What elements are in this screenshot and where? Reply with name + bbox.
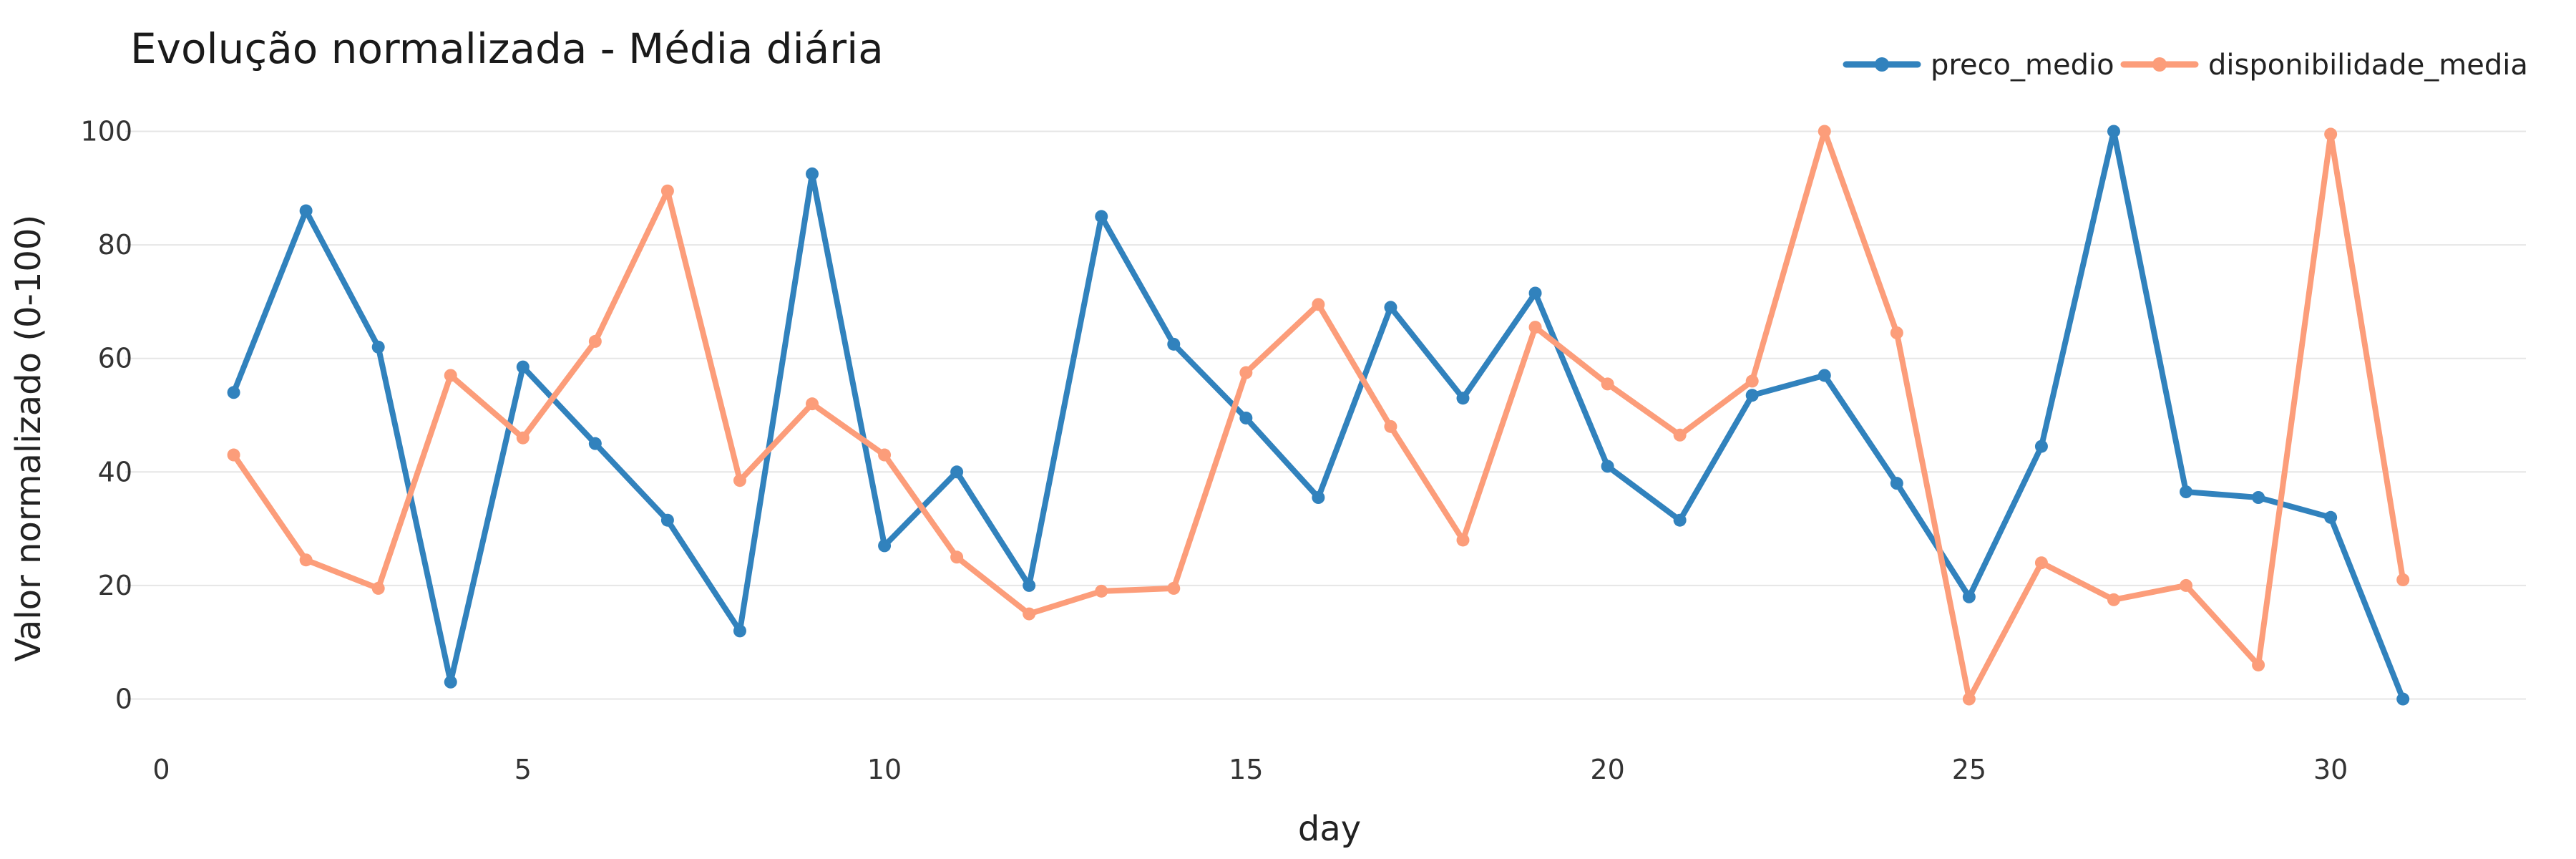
data-point	[1673, 513, 1687, 527]
data-point	[2396, 573, 2410, 586]
data-point	[2107, 593, 2120, 606]
data-point	[1312, 491, 1325, 504]
data-point	[660, 513, 674, 527]
x-axis-label: day	[1298, 809, 1361, 849]
legend-marker	[1875, 57, 1889, 72]
data-point	[1745, 389, 1759, 402]
data-point	[806, 397, 819, 411]
data-point	[1745, 374, 1759, 388]
y-axis-label: Valor normalizado (0-100)	[9, 215, 49, 661]
data-point	[1023, 607, 1036, 621]
y-tick-label: 0	[115, 684, 132, 715]
data-point	[1890, 326, 1903, 339]
x-tick-label: 10	[867, 754, 902, 785]
data-point	[2180, 578, 2193, 592]
data-point	[2180, 485, 2193, 499]
data-point	[2252, 491, 2265, 504]
series-disponibilidade_media	[227, 125, 2410, 706]
data-point	[1095, 584, 1108, 598]
data-point	[2396, 692, 2410, 706]
y-tick-label: 40	[98, 456, 132, 487]
legend-label: preco_medio	[1931, 49, 2114, 82]
data-point	[1962, 590, 1976, 603]
data-point	[227, 386, 240, 399]
data-point	[1023, 578, 1036, 592]
series-preco_medio	[227, 125, 2410, 706]
data-point	[1962, 692, 1976, 706]
legend-marker	[2152, 57, 2167, 72]
data-point	[1601, 377, 1614, 391]
data-point	[1528, 321, 1542, 334]
data-point	[878, 448, 892, 462]
x-tick-label: 25	[1952, 754, 1986, 785]
x-tick-label: 15	[1229, 754, 1263, 785]
grid-lines	[125, 130, 2526, 700]
data-point	[588, 334, 602, 348]
x-axis-ticks: 0 5 10 15 20 25 30	[152, 754, 2348, 785]
data-point	[1239, 366, 1253, 379]
legend-item-preco_medio: preco_medio	[1843, 49, 2114, 82]
data-point	[1456, 392, 1470, 405]
data-point	[1890, 477, 1903, 490]
x-tick-label: 20	[1590, 754, 1624, 785]
data-point	[806, 167, 819, 180]
y-tick-label: 60	[98, 343, 132, 374]
x-tick-label: 0	[152, 754, 170, 785]
data-point	[1818, 125, 1831, 138]
data-point	[1601, 460, 1614, 473]
data-point	[1167, 337, 1181, 351]
series-line-preco_medio	[230, 128, 2406, 702]
x-tick-label: 30	[2313, 754, 2348, 785]
legend: preco_medio disponibilidade_media	[1843, 49, 2528, 82]
chart-title: Evolução normalizada - Média diária	[130, 24, 884, 73]
series-group	[227, 125, 2410, 706]
y-axis-ticks: 0 20 40 60 80 100	[80, 115, 132, 714]
x-tick-label: 5	[514, 754, 532, 785]
data-point	[950, 465, 964, 479]
data-point	[1673, 428, 1687, 442]
data-point	[2324, 510, 2338, 524]
data-point	[950, 550, 964, 564]
data-point	[227, 448, 240, 462]
data-point	[516, 360, 530, 374]
data-point	[444, 675, 457, 689]
y-tick-label: 100	[80, 115, 132, 147]
data-point	[444, 369, 457, 382]
data-point	[1528, 286, 1542, 300]
data-point	[1239, 411, 1253, 424]
data-point	[878, 539, 892, 553]
legend-item-disponibilidade_media: disponibilidade_media	[2120, 49, 2528, 82]
data-point	[299, 553, 313, 567]
data-point	[1095, 210, 1108, 223]
y-tick-label: 20	[98, 570, 132, 601]
data-point	[1384, 419, 1397, 433]
y-tick-label: 80	[98, 229, 132, 261]
data-point	[660, 184, 674, 198]
data-point	[1167, 581, 1181, 595]
series-line-disponibilidade_media	[230, 128, 2406, 702]
data-point	[733, 624, 746, 638]
data-point	[516, 431, 530, 445]
data-point	[2034, 556, 2048, 570]
data-point	[2252, 658, 2265, 671]
data-point	[2034, 440, 2048, 453]
data-point	[2107, 125, 2120, 138]
data-point	[588, 437, 602, 450]
data-point	[1312, 298, 1325, 311]
data-point	[371, 340, 385, 354]
data-point	[733, 474, 746, 487]
data-point	[1456, 533, 1470, 547]
legend-label: disponibilidade_media	[2208, 49, 2528, 82]
data-point	[299, 204, 313, 218]
data-point	[371, 581, 385, 595]
data-point	[1384, 301, 1397, 314]
data-point	[2324, 127, 2338, 141]
data-point	[1818, 369, 1831, 382]
